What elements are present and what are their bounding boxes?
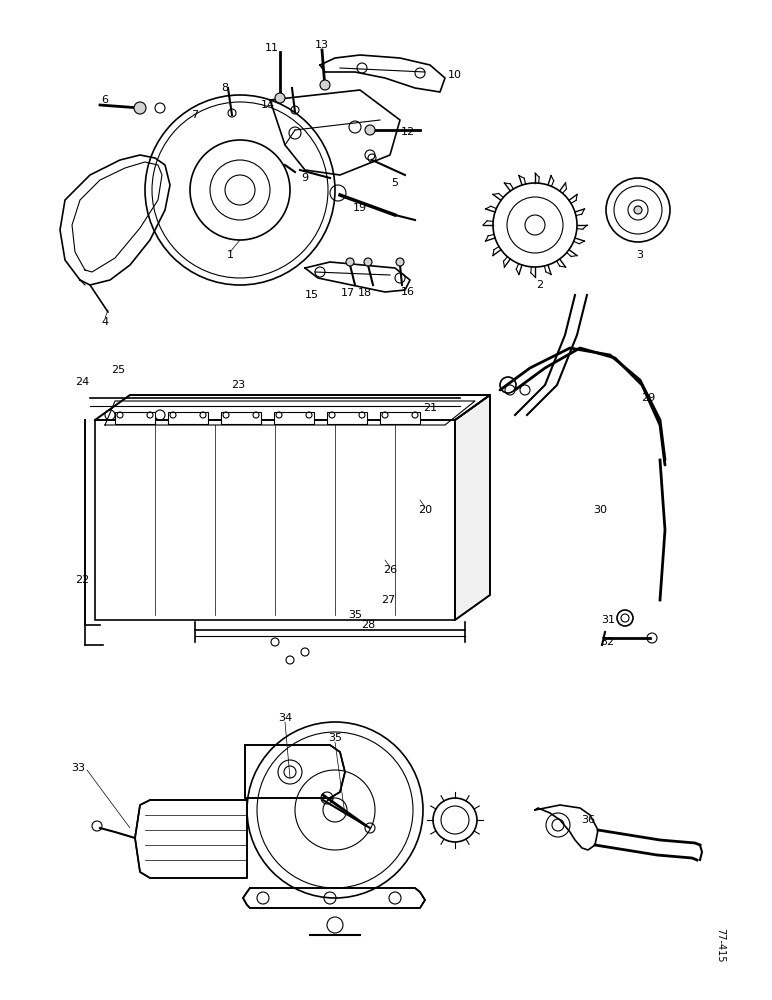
Text: 19: 19 bbox=[353, 203, 367, 213]
Text: 29: 29 bbox=[641, 393, 655, 403]
FancyBboxPatch shape bbox=[221, 412, 261, 424]
Text: 11: 11 bbox=[265, 43, 279, 53]
Text: 14: 14 bbox=[261, 100, 275, 110]
Text: 9: 9 bbox=[301, 173, 309, 183]
Text: 22: 22 bbox=[75, 575, 89, 585]
Text: 5: 5 bbox=[391, 178, 398, 188]
Circle shape bbox=[320, 80, 330, 90]
Text: 26: 26 bbox=[383, 565, 397, 575]
FancyBboxPatch shape bbox=[115, 412, 155, 424]
Text: 6: 6 bbox=[101, 95, 109, 105]
Text: 8: 8 bbox=[222, 83, 229, 93]
Text: 16: 16 bbox=[401, 287, 415, 297]
Text: 24: 24 bbox=[75, 377, 89, 387]
Text: 32: 32 bbox=[600, 637, 614, 647]
Text: 7: 7 bbox=[191, 110, 198, 120]
Circle shape bbox=[634, 206, 642, 214]
Polygon shape bbox=[455, 395, 490, 620]
Text: 17: 17 bbox=[341, 288, 355, 298]
Circle shape bbox=[365, 125, 375, 135]
Circle shape bbox=[364, 258, 372, 266]
Circle shape bbox=[275, 93, 285, 103]
Text: 77-415: 77-415 bbox=[715, 928, 725, 962]
Polygon shape bbox=[245, 745, 345, 798]
Circle shape bbox=[346, 258, 354, 266]
Text: 34: 34 bbox=[278, 713, 292, 723]
Polygon shape bbox=[243, 888, 425, 908]
Text: 20: 20 bbox=[418, 505, 432, 515]
FancyBboxPatch shape bbox=[274, 412, 314, 424]
Text: 18: 18 bbox=[358, 288, 372, 298]
Text: 21: 21 bbox=[423, 403, 437, 413]
Text: 28: 28 bbox=[361, 620, 375, 630]
Text: 10: 10 bbox=[448, 70, 462, 80]
Text: 35: 35 bbox=[348, 610, 362, 620]
Text: 25: 25 bbox=[111, 365, 125, 375]
Text: 1: 1 bbox=[226, 250, 233, 260]
Circle shape bbox=[134, 102, 146, 114]
Circle shape bbox=[396, 258, 404, 266]
Text: 36: 36 bbox=[581, 815, 595, 825]
Text: 23: 23 bbox=[231, 380, 245, 390]
FancyBboxPatch shape bbox=[95, 420, 455, 620]
FancyBboxPatch shape bbox=[380, 412, 420, 424]
Polygon shape bbox=[95, 395, 490, 420]
Text: 3: 3 bbox=[636, 250, 644, 260]
Text: 15: 15 bbox=[305, 290, 319, 300]
Text: 30: 30 bbox=[593, 505, 607, 515]
Text: 27: 27 bbox=[381, 595, 395, 605]
Text: 13: 13 bbox=[315, 40, 329, 50]
Text: 31: 31 bbox=[601, 615, 615, 625]
FancyBboxPatch shape bbox=[327, 412, 367, 424]
Text: 12: 12 bbox=[401, 127, 415, 137]
Text: 35: 35 bbox=[328, 733, 342, 743]
Text: 4: 4 bbox=[101, 317, 109, 327]
FancyBboxPatch shape bbox=[168, 412, 208, 424]
Text: 2: 2 bbox=[537, 280, 543, 290]
Polygon shape bbox=[135, 800, 247, 878]
Text: 33: 33 bbox=[71, 763, 85, 773]
